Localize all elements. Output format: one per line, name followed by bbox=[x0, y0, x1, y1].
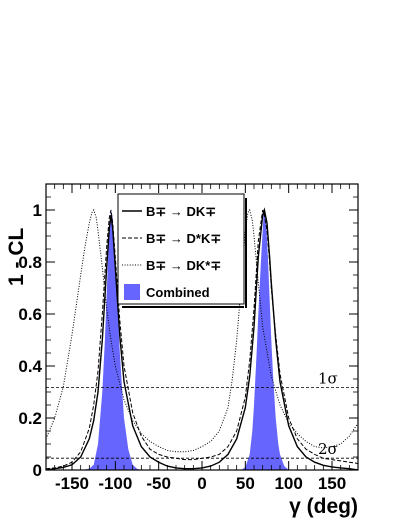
y-tick-label: 0.4 bbox=[18, 357, 42, 376]
x-tick-label: -50 bbox=[146, 474, 171, 493]
x-tick-label: 0 bbox=[197, 474, 206, 493]
series-combined-area-1 bbox=[241, 210, 289, 470]
reference-lines: 1σ 2σ bbox=[46, 370, 358, 459]
axis-ticks: -150 -100 -50 0 50 100 150 0 0.2 0.4 0.6 0.8 1 bbox=[18, 184, 358, 493]
y-tick-label: 0.6 bbox=[18, 305, 42, 324]
x-tick-label: 100 bbox=[274, 474, 302, 493]
legend-swatch-combined bbox=[124, 284, 140, 300]
legend-label-3: Combined bbox=[146, 285, 210, 300]
legend-label-0: B∓ → DK∓ bbox=[146, 204, 216, 219]
x-tick-label: 50 bbox=[236, 474, 255, 493]
y-tick-label: 0.8 bbox=[18, 253, 42, 272]
y-axis-label: 1 - CL bbox=[5, 227, 28, 286]
x-tick-label: 150 bbox=[318, 474, 346, 493]
series-combined-area-0 bbox=[80, 210, 142, 470]
x-tick-label: -150 bbox=[55, 474, 89, 493]
y-tick-label: 0 bbox=[33, 461, 42, 480]
reference-line-label-1: 1σ bbox=[318, 370, 338, 388]
legend-label-2: B∓ → DK*∓ bbox=[146, 258, 221, 273]
legend-label-1: B∓ → D*K∓ bbox=[146, 231, 221, 246]
x-axis-label: γ (deg) bbox=[289, 495, 358, 518]
reference-line-label-2: 2σ bbox=[318, 440, 338, 458]
legend: B∓ → DK∓ B∓ → D*K∓ B∓ → DK*∓ Combined bbox=[117, 193, 247, 308]
y-tick-label: 0.2 bbox=[18, 409, 42, 428]
series-line-2 bbox=[46, 208, 358, 453]
y-tick-label: 1 bbox=[33, 201, 42, 220]
x-tick-label: -100 bbox=[98, 474, 132, 493]
